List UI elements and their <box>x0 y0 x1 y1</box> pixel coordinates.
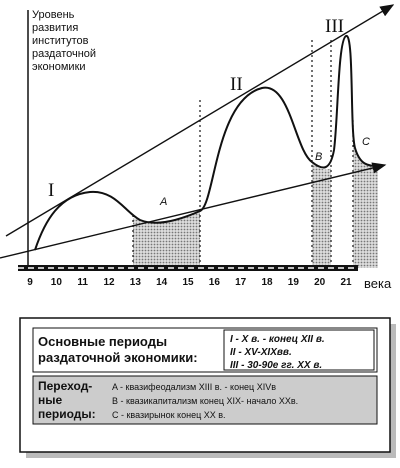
x-tick-label: 20 <box>314 277 326 288</box>
main-title: Основные периоды <box>38 334 167 349</box>
label-iii: III <box>325 16 344 37</box>
x-tick-label: 18 <box>261 277 273 288</box>
transition-title: Переход- <box>38 379 92 393</box>
main-period: I - X в. - конец XII в. <box>230 334 325 345</box>
transition-title: периоды: <box>38 407 96 421</box>
shade-b <box>312 162 331 268</box>
label-a: A <box>159 196 167 208</box>
periods-box <box>223 329 375 371</box>
x-tick-label: 19 <box>288 277 300 288</box>
label-ii: II <box>230 74 243 95</box>
x-tick-label: 17 <box>235 277 247 288</box>
y-label-line: экономики <box>32 61 86 73</box>
transition-period: A - квазифеодализм XIII в. - конец XIVв <box>112 382 276 392</box>
x-tick-label: 14 <box>156 277 168 288</box>
x-ticks: 9 10 11 12 13 14 15 16 17 18 19 20 21 <box>27 277 352 288</box>
shade-a <box>133 211 200 268</box>
x-axis-label: века <box>364 276 392 291</box>
x-tick-label: 15 <box>182 277 194 288</box>
label-i: I <box>48 180 54 201</box>
label-b: B <box>315 151 322 163</box>
dividers <box>132 40 354 268</box>
transition-period: C - квазирынок конец XX в. <box>112 410 226 420</box>
y-label-line: Уровень <box>32 9 75 21</box>
y-label-line: институтов <box>32 35 89 47</box>
main-title: раздаточной экономики: <box>38 350 198 365</box>
label-c: C <box>362 136 370 148</box>
x-tick-label: 12 <box>103 277 115 288</box>
main-period: III - 30-90е гг. XX в. <box>230 360 322 371</box>
y-label-line: развития <box>32 22 78 34</box>
x-tick-label: 9 <box>27 277 33 288</box>
main-period: II - XV-XIXвв. <box>230 347 292 358</box>
lower-trend <box>0 162 387 259</box>
y-label-line: раздаточной <box>32 48 96 60</box>
transition-period: B - квазикапитализм конец XIX- начало XX… <box>112 396 298 406</box>
x-tick-label: 21 <box>340 277 352 288</box>
transition-box <box>32 375 378 425</box>
x-tick-label: 11 <box>77 277 88 288</box>
x-tick-label: 16 <box>209 277 221 288</box>
y-axis-label: Уровень развития институтов раздаточной … <box>32 9 96 73</box>
shade-c <box>353 140 378 268</box>
curve <box>34 34 379 251</box>
x-tick-label: 13 <box>130 277 142 288</box>
transition-title: ные <box>38 393 62 407</box>
x-tick-label: 10 <box>51 277 63 288</box>
